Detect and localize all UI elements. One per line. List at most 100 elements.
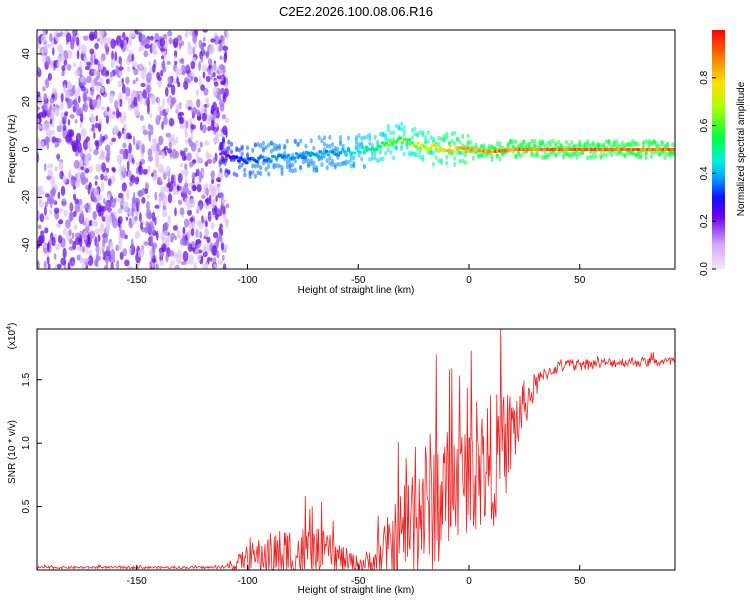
signal-halo-point xyxy=(307,161,311,167)
signal-halo-point xyxy=(349,157,353,163)
noise-speck xyxy=(147,148,153,157)
signal-halo-point xyxy=(330,158,335,164)
noise-speck xyxy=(196,184,202,193)
svg-text:(x104): (x104) xyxy=(6,323,18,350)
noise-speck xyxy=(103,265,108,269)
noise-speck xyxy=(122,32,126,39)
noise-speck xyxy=(204,261,209,269)
noise-speck xyxy=(166,96,172,104)
signal-halo-point xyxy=(229,141,234,147)
signal-halo-point xyxy=(466,133,470,139)
signal-halo-point xyxy=(538,139,542,144)
noise-speck xyxy=(117,99,120,109)
noise-speck xyxy=(42,86,46,92)
noise-speck xyxy=(177,199,183,205)
noise-speck xyxy=(118,66,124,71)
noise-speck xyxy=(157,105,164,113)
signal-halo-point xyxy=(349,163,353,169)
noise-speck xyxy=(190,60,196,70)
signal-halo-point xyxy=(543,154,547,160)
noise-speck xyxy=(99,64,104,71)
signal-halo-point xyxy=(381,131,385,137)
noise-speck xyxy=(221,254,225,261)
noise-speck xyxy=(105,51,109,56)
noise-speck xyxy=(208,194,212,205)
noise-speck xyxy=(162,33,168,40)
signal-halo-point xyxy=(647,140,651,146)
signal-point xyxy=(235,155,239,159)
noise-speck xyxy=(46,175,52,181)
noise-speck xyxy=(148,60,151,67)
noise-speck xyxy=(140,115,144,121)
signal-halo-point xyxy=(309,138,313,144)
noise-speck xyxy=(167,148,172,154)
noise-speck xyxy=(57,234,63,244)
noise-speck xyxy=(56,153,60,162)
noise-speck xyxy=(205,197,210,206)
signal-point xyxy=(336,153,341,157)
signal-halo-point xyxy=(253,142,257,148)
signal-halo-point xyxy=(424,140,428,146)
noise-speck xyxy=(126,160,130,171)
noise-speck xyxy=(159,37,166,48)
noise-speck xyxy=(65,219,71,229)
noise-speck xyxy=(55,223,61,228)
noise-speck xyxy=(81,128,87,137)
noise-speck xyxy=(192,159,197,164)
snr-x-axis: -150 -100 -50 0 50 xyxy=(127,565,586,587)
noise-speck xyxy=(59,100,64,111)
noise-speck xyxy=(88,249,93,256)
noise-speck xyxy=(124,259,130,267)
noise-speck xyxy=(94,68,99,77)
noise-speck xyxy=(134,231,141,239)
signal-halo-point xyxy=(378,149,382,155)
signal-halo-point xyxy=(485,152,489,158)
signal-point xyxy=(424,145,429,150)
noise-speck xyxy=(180,57,185,65)
signal-halo-point xyxy=(418,149,422,155)
noise-speck xyxy=(151,43,157,55)
noise-speck xyxy=(199,231,203,239)
noise-speck xyxy=(133,191,136,203)
noise-speck xyxy=(61,65,66,72)
noise-speck xyxy=(217,95,222,101)
noise-speck xyxy=(40,35,47,43)
noise-speck xyxy=(174,235,177,241)
snr-scale-exponent: 4 xyxy=(6,326,13,330)
signal-halo-point xyxy=(649,141,654,147)
signal-point xyxy=(308,154,313,158)
noise-speck xyxy=(90,127,96,132)
noise-speck xyxy=(154,204,160,209)
noise-speck xyxy=(172,225,178,231)
signal-halo-point xyxy=(248,174,252,180)
noise-speck xyxy=(39,213,45,223)
signal-halo-point xyxy=(431,139,436,145)
noise-speck xyxy=(40,230,45,235)
signal-halo-point xyxy=(657,151,662,157)
signal-halo-point xyxy=(636,154,640,160)
noise-speck xyxy=(207,210,212,222)
noise-speck xyxy=(198,61,202,72)
noise-speck xyxy=(161,169,165,175)
signal-halo-point xyxy=(588,143,593,148)
noise-speck xyxy=(85,177,89,184)
signal-halo-point xyxy=(221,136,226,142)
noise-speck xyxy=(85,65,91,71)
noise-speck xyxy=(86,75,92,84)
noise-speck xyxy=(99,86,105,94)
signal-point xyxy=(416,141,421,145)
noise-speck xyxy=(148,212,153,220)
noise-speck xyxy=(223,53,227,63)
noise-speck xyxy=(54,142,58,148)
noise-speck xyxy=(189,198,196,208)
noise-speck xyxy=(94,175,99,180)
noise-speck xyxy=(81,245,86,253)
signal-halo-point xyxy=(240,146,244,152)
signal-halo-point xyxy=(360,156,364,162)
noise-speck xyxy=(152,242,158,250)
noise-speck xyxy=(171,174,174,185)
signal-halo-point xyxy=(368,141,372,147)
noise-speck xyxy=(96,37,101,42)
noise-speck xyxy=(105,70,110,77)
noise-speck xyxy=(118,71,123,76)
